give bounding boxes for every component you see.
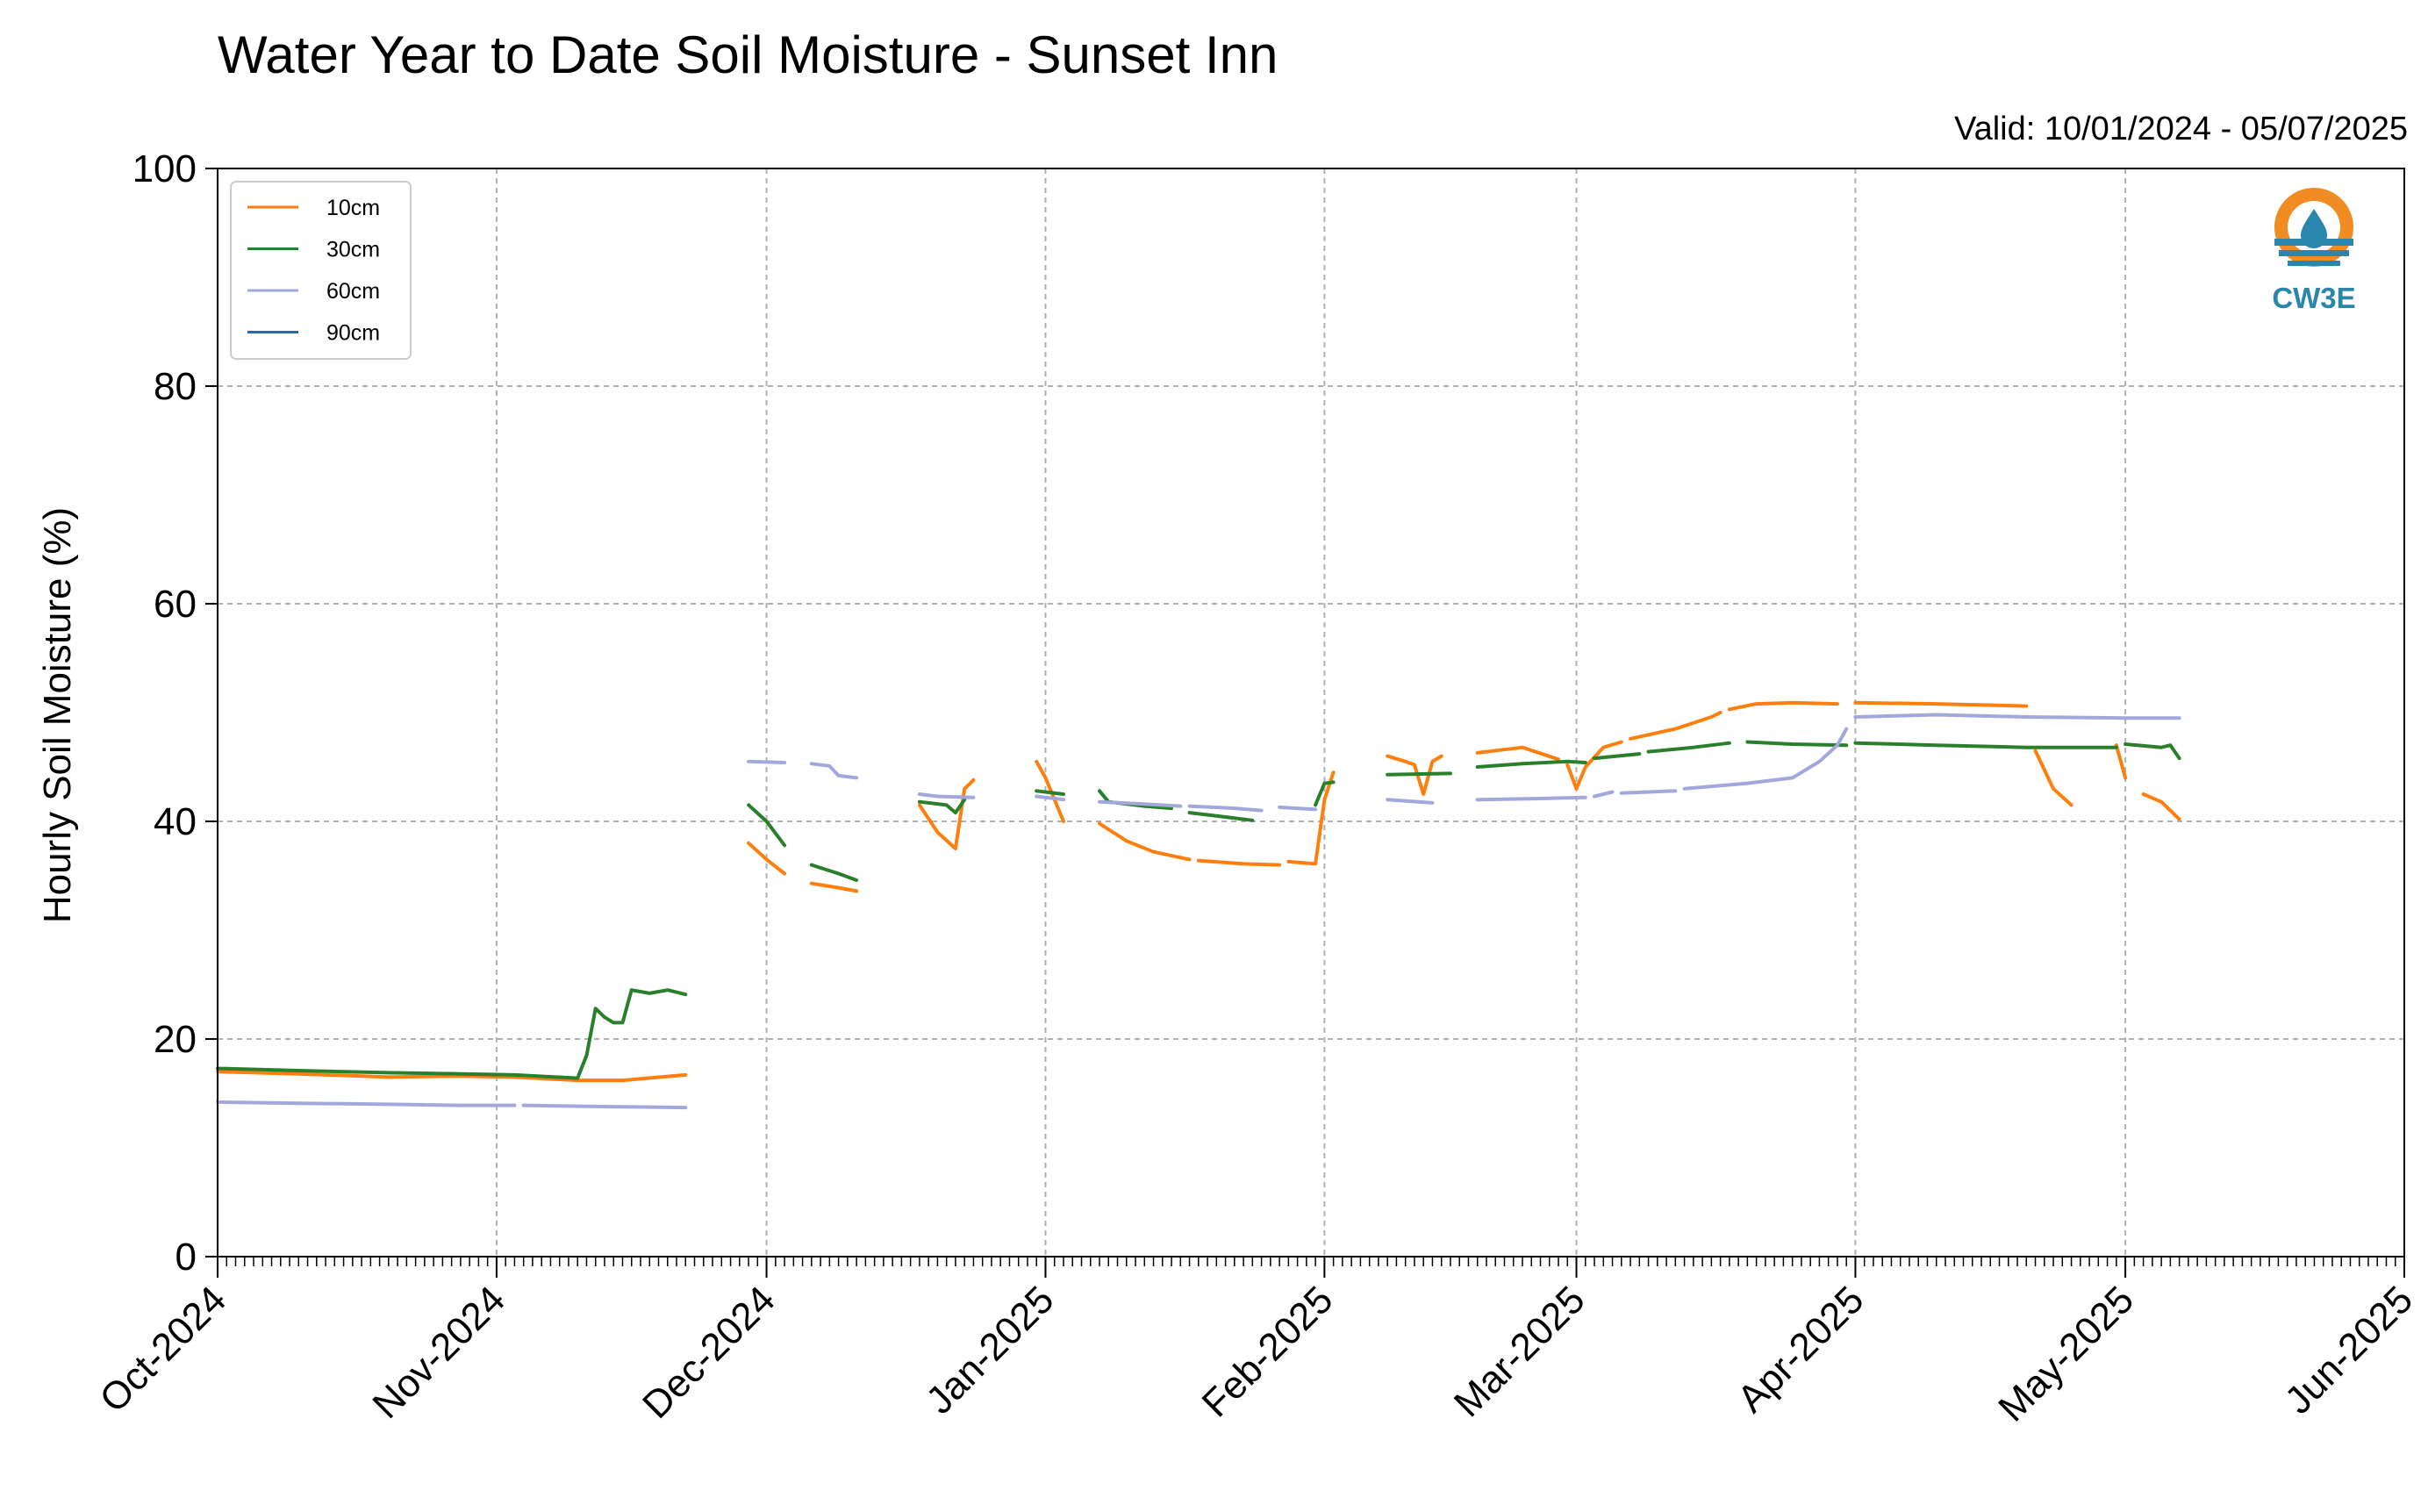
legend-label-90cm: 90cm xyxy=(326,321,380,346)
series-line-30cm xyxy=(1745,740,1849,748)
legend: 10cm 30cm 60cm 90cm xyxy=(230,181,412,360)
series-line-60cm xyxy=(1475,795,1587,802)
x-tick-label: Mar-2025 xyxy=(1446,1278,1594,1425)
x-tick-label: Nov-2024 xyxy=(364,1278,513,1427)
x-tick-label: Dec-2024 xyxy=(634,1278,784,1427)
logo-wave-icon xyxy=(2274,239,2353,246)
series-line-60cm xyxy=(216,1100,517,1107)
legend-label-60cm: 60cm xyxy=(326,279,380,304)
water-drop-icon xyxy=(2301,209,2327,248)
series-line-30cm xyxy=(1386,771,1452,777)
series-lines xyxy=(216,700,2181,1110)
series-line-10cm xyxy=(1196,858,1282,867)
logo-wave-icon-3 xyxy=(2288,261,2340,266)
series-line-60cm xyxy=(1278,805,1318,812)
series-line-30cm xyxy=(1646,741,1731,754)
series-line-30cm xyxy=(216,1066,580,1080)
x-tick-label: Feb-2025 xyxy=(1194,1278,1342,1425)
grid-lines xyxy=(218,168,2404,1257)
y-tick-label: 100 xyxy=(133,147,197,190)
series-line-30cm xyxy=(917,798,967,815)
series-line-10cm xyxy=(1035,759,1065,823)
y-tick-label: 0 xyxy=(175,1236,197,1279)
series-line-10cm xyxy=(1386,754,1443,796)
plot-frame xyxy=(217,168,2405,1258)
series-line-10cm xyxy=(1565,740,1623,791)
series-line-30cm xyxy=(1593,752,1642,761)
logo-wave-icon-2 xyxy=(2279,250,2349,256)
series-line-60cm xyxy=(809,762,859,780)
series-line-60cm xyxy=(521,1103,688,1110)
series-line-60cm xyxy=(1098,799,1183,808)
series-line-60cm xyxy=(1619,789,1678,795)
series-30cm xyxy=(216,740,2181,1080)
y-tick-label: 80 xyxy=(154,365,197,408)
series-line-60cm xyxy=(747,759,787,764)
series-line-30cm xyxy=(1187,811,1255,822)
series-line-10cm xyxy=(1629,711,1723,741)
logo-text: CW3E xyxy=(2272,282,2355,314)
series-line-60cm xyxy=(1386,798,1435,805)
x-tick-label: May-2025 xyxy=(1990,1278,2142,1430)
series-line-10cm xyxy=(1727,700,1839,712)
x-tick-labels: Oct-2024 Nov-2024 Dec-2024 Jan-2025 Feb-2025… xyxy=(91,1278,2421,1430)
series-line-60cm xyxy=(917,792,976,799)
series-line-10cm xyxy=(216,1070,688,1083)
series-line-30cm xyxy=(1475,759,1587,769)
series-line-10cm xyxy=(1286,770,1336,866)
y-tick-label: 20 xyxy=(154,1018,197,1061)
series-line-60cm xyxy=(1187,804,1264,813)
series-line-10cm xyxy=(747,841,787,876)
x-tick-label: Jan-2025 xyxy=(918,1278,1062,1422)
axis-ticks xyxy=(205,168,2405,1278)
series-line-60cm xyxy=(1853,713,2181,720)
series-line-10cm xyxy=(1098,821,1192,862)
y-tick-labels: 0 20 40 60 80 100 xyxy=(133,147,197,1279)
series-line-10cm xyxy=(2114,743,2128,780)
series-line-60cm xyxy=(1035,794,1065,802)
series-line-10cm xyxy=(917,777,976,850)
series-line-10cm xyxy=(1475,745,1560,762)
y-axis-label: Hourly Soil Moisture (%) xyxy=(36,507,79,923)
legend-label-10cm: 10cm xyxy=(326,196,380,220)
y-tick-label: 40 xyxy=(154,800,197,843)
series-line-60cm xyxy=(1593,790,1615,799)
series-line-30cm xyxy=(576,988,688,1080)
chart-subtitle: Valid: 10/01/2024 - 05/07/2025 xyxy=(1954,111,2408,147)
series-line-60cm xyxy=(1682,727,1849,791)
x-tick-label: Apr-2025 xyxy=(1730,1278,1873,1421)
x-tick-label: Jun-2025 xyxy=(2277,1278,2421,1422)
series-line-10cm xyxy=(1853,700,2029,708)
series-line-30cm xyxy=(1035,789,1065,796)
series-line-10cm xyxy=(2141,792,2181,821)
y-tick-label: 60 xyxy=(154,583,197,626)
series-line-30cm xyxy=(2124,742,2181,761)
series-10cm xyxy=(216,700,2181,1083)
x-tick-label: Oct-2024 xyxy=(91,1278,234,1421)
series-line-30cm xyxy=(1853,741,2118,749)
legend-label-30cm: 30cm xyxy=(326,238,380,262)
chart-title: Water Year to Date Soil Moisture - Sunse… xyxy=(218,25,1278,84)
series-line-30cm xyxy=(809,863,859,882)
series-line-10cm xyxy=(809,881,859,893)
legend-box xyxy=(230,181,412,360)
series-line-10cm xyxy=(2033,749,2073,807)
series-line-30cm xyxy=(747,803,787,848)
series-line-30cm xyxy=(1314,780,1336,807)
cw3e-logo: CW3E xyxy=(2272,188,2356,314)
series-60cm xyxy=(216,713,2181,1110)
